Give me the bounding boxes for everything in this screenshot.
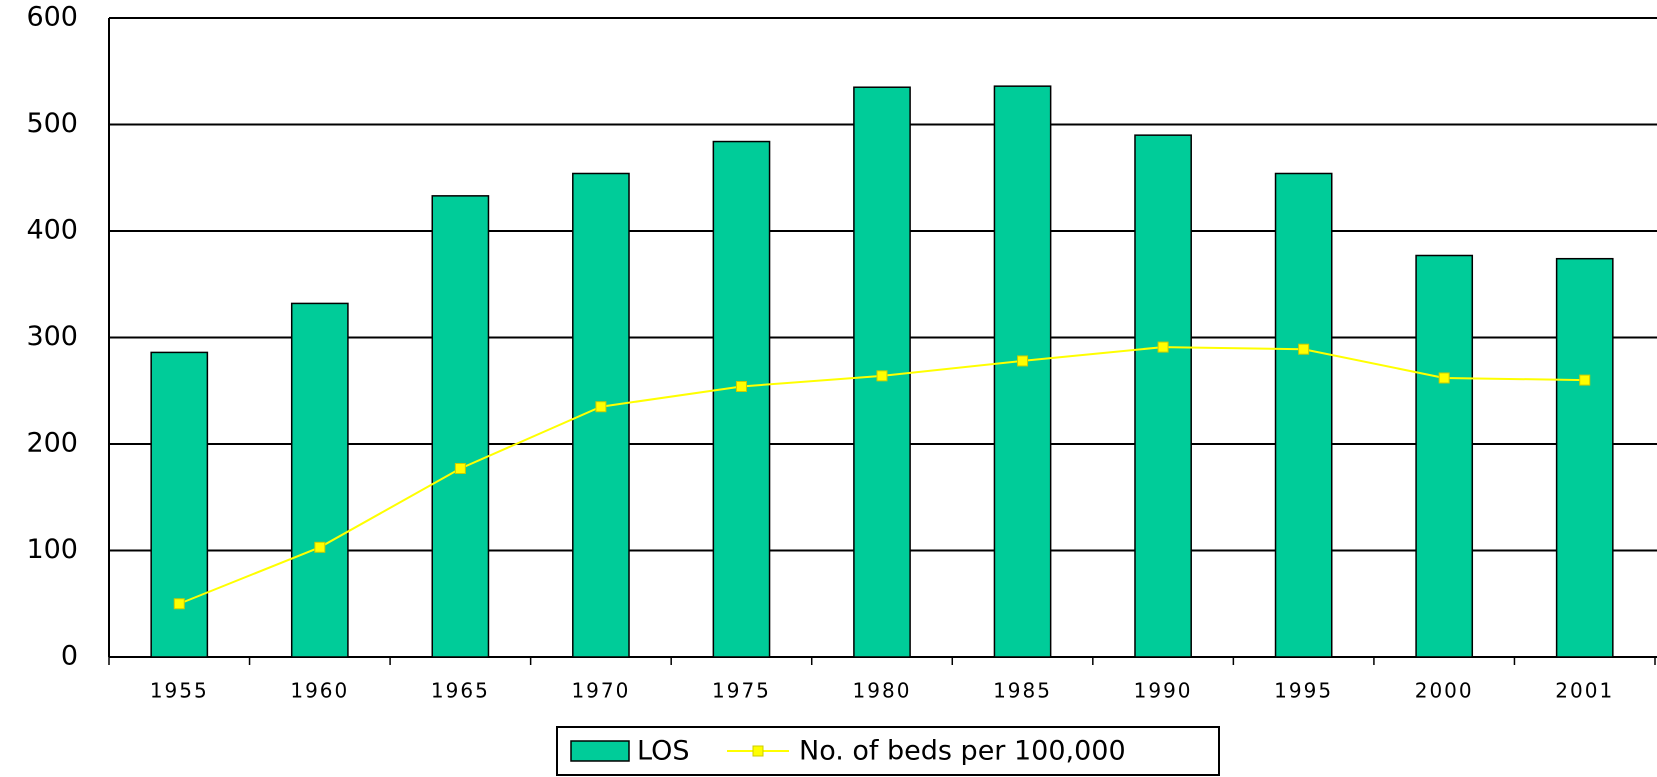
x-tick-label: 1980 bbox=[853, 679, 912, 703]
x-tick-label: 2000 bbox=[1415, 679, 1474, 703]
bar bbox=[150, 351, 209, 658]
y-tick-label: 100 bbox=[26, 534, 78, 565]
x-tick-label: 2001 bbox=[1555, 679, 1614, 703]
bar bbox=[1134, 134, 1192, 658]
bar bbox=[1415, 254, 1474, 658]
x-tick-label: 1970 bbox=[571, 679, 630, 703]
marker bbox=[314, 541, 326, 553]
legend-swatch bbox=[570, 740, 630, 762]
legend-marker bbox=[752, 745, 764, 757]
legend-label: No. of beds per 100,000 bbox=[799, 736, 1126, 767]
y-tick-label: 600 bbox=[26, 2, 78, 33]
x-tick-label: 1995 bbox=[1274, 679, 1333, 703]
marker bbox=[173, 598, 185, 610]
marker bbox=[735, 380, 747, 392]
marker bbox=[454, 462, 466, 474]
marker bbox=[1157, 341, 1169, 353]
bar bbox=[1274, 172, 1333, 658]
marker bbox=[1438, 372, 1450, 384]
marker bbox=[1017, 355, 1029, 367]
bar bbox=[431, 195, 490, 658]
y-tick-label: 0 bbox=[61, 641, 78, 672]
marker bbox=[1579, 374, 1591, 386]
bar bbox=[290, 302, 349, 658]
bar bbox=[1555, 257, 1614, 658]
y-tick-label: 400 bbox=[26, 215, 78, 246]
x-tick-label: 1965 bbox=[431, 679, 490, 703]
x-tick-label: 1975 bbox=[712, 679, 771, 703]
legend-label: LOS bbox=[637, 736, 689, 767]
legend-box bbox=[556, 726, 1220, 776]
x-tick-label: 1985 bbox=[993, 679, 1052, 703]
x-tick-label: 1955 bbox=[150, 679, 209, 703]
marker bbox=[876, 370, 888, 382]
marker bbox=[595, 401, 607, 413]
bar bbox=[993, 85, 1052, 658]
marker bbox=[1298, 343, 1310, 355]
y-tick-label: 300 bbox=[26, 321, 78, 352]
x-tick-label: 1990 bbox=[1134, 679, 1193, 703]
y-tick-label: 500 bbox=[26, 108, 78, 139]
bar bbox=[712, 140, 771, 658]
x-tick-label: 1960 bbox=[290, 679, 349, 703]
y-tick-label: 200 bbox=[26, 428, 78, 459]
